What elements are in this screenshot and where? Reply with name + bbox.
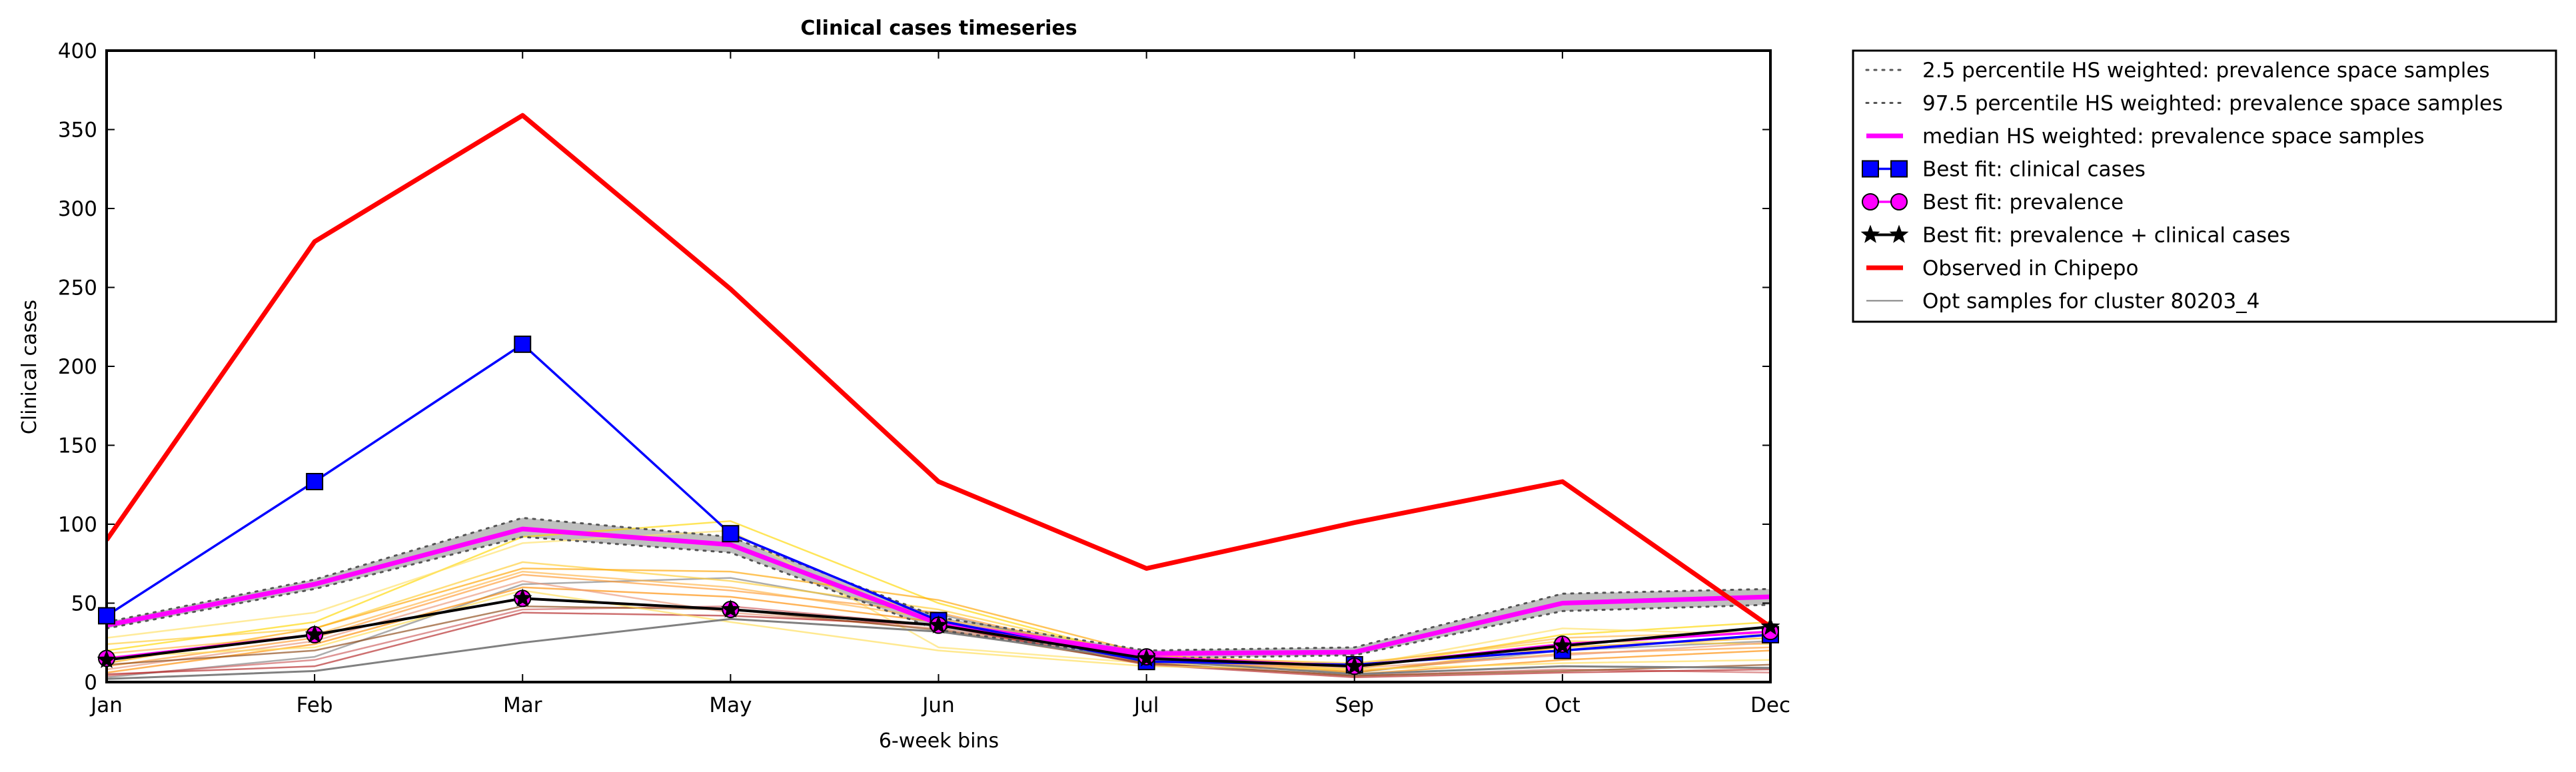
x-tick-label: Jun <box>921 693 954 717</box>
plot-frame <box>105 49 1772 683</box>
legend-label-6: Observed in Chipepo <box>1922 256 2138 280</box>
legend-marker-3-b <box>1890 160 1908 178</box>
legend-marker-3-a <box>1862 160 1879 178</box>
y-tick-label: 0 <box>84 671 97 695</box>
sample-line-2 <box>107 530 1770 667</box>
marker-3-3 <box>722 525 740 543</box>
y-tick-label: 50 <box>71 592 97 616</box>
legend-label-1: 97.5 percentile HS weighted: prevalence … <box>1922 92 2503 116</box>
sample-line-11 <box>107 589 1770 671</box>
x-tick-label: Dec <box>1750 693 1790 717</box>
marker-3-2 <box>514 335 532 353</box>
legend-label-7: Opt samples for cluster 80203_4 <box>1922 290 2259 314</box>
x-tick-label: Mar <box>503 693 542 717</box>
marker-5-0 <box>97 649 117 669</box>
marker-5-6 <box>1345 656 1365 675</box>
legend-label-5: Best fit: prevalence + clinical cases <box>1922 224 2290 248</box>
y-axis-label: Clinical cases <box>18 300 41 434</box>
legend-marker-4-b <box>1890 193 1908 210</box>
plot-area <box>107 113 1770 680</box>
chart-title: Clinical cases timeseries <box>800 17 1077 40</box>
series-line-6 <box>107 113 1770 629</box>
series-line-2 <box>107 526 1770 656</box>
x-tick-label: Jul <box>1133 693 1159 717</box>
y-tick-label: 100 <box>58 513 97 537</box>
y-tick-label: 250 <box>58 276 97 300</box>
x-tick-label: May <box>709 693 752 717</box>
marker-5-8 <box>1760 616 1780 635</box>
legend-label-2: median HS weighted: prevalence space sam… <box>1922 125 2425 149</box>
marker-5-7 <box>1553 635 1573 654</box>
marker-5-2 <box>512 588 532 607</box>
series-line-0 <box>107 536 1770 659</box>
x-axis-label: 6-week bins <box>879 729 999 753</box>
marker-5-1 <box>305 624 324 643</box>
sample-line-3 <box>107 561 1770 664</box>
x-tick-label: Oct <box>1545 693 1581 717</box>
y-tick-label: 400 <box>58 39 97 63</box>
x-tick-label: Sep <box>1335 693 1374 717</box>
legend-label-3: Best fit: clinical cases <box>1922 158 2146 182</box>
marker-5-3 <box>721 599 740 618</box>
legend: 2.5 percentile HS weighted: prevalence s… <box>1852 49 2557 323</box>
marker-3-0 <box>98 607 115 625</box>
legend-marker-5-b <box>1889 224 1909 243</box>
y-tick-label: 300 <box>58 197 97 221</box>
x-tick-label: Feb <box>297 693 333 717</box>
y-tick-label: 200 <box>58 355 97 379</box>
axes: Jan Feb Mar May Jun Jul Sep Oct Dec 0 50 100 150 200 2… <box>58 39 1790 717</box>
y-tick-label: 350 <box>58 119 97 143</box>
legend-marker-4-a <box>1862 193 1879 210</box>
legend-box <box>1852 49 2557 323</box>
x-tick-label: Jan <box>89 693 123 717</box>
y-tick-label: 150 <box>58 434 97 458</box>
legend-label-0: 2.5 percentile HS weighted: prevalence s… <box>1922 59 2490 83</box>
marker-5-4 <box>929 615 948 633</box>
legend-label-4: Best fit: prevalence <box>1922 191 2124 214</box>
marker-layer <box>97 335 1780 675</box>
percentile-band <box>107 518 1770 659</box>
marker-3-1 <box>306 473 324 491</box>
marker-5-5 <box>1137 648 1157 667</box>
legend-marker-5-a <box>1860 224 1880 243</box>
series-line-1 <box>107 517 1770 652</box>
